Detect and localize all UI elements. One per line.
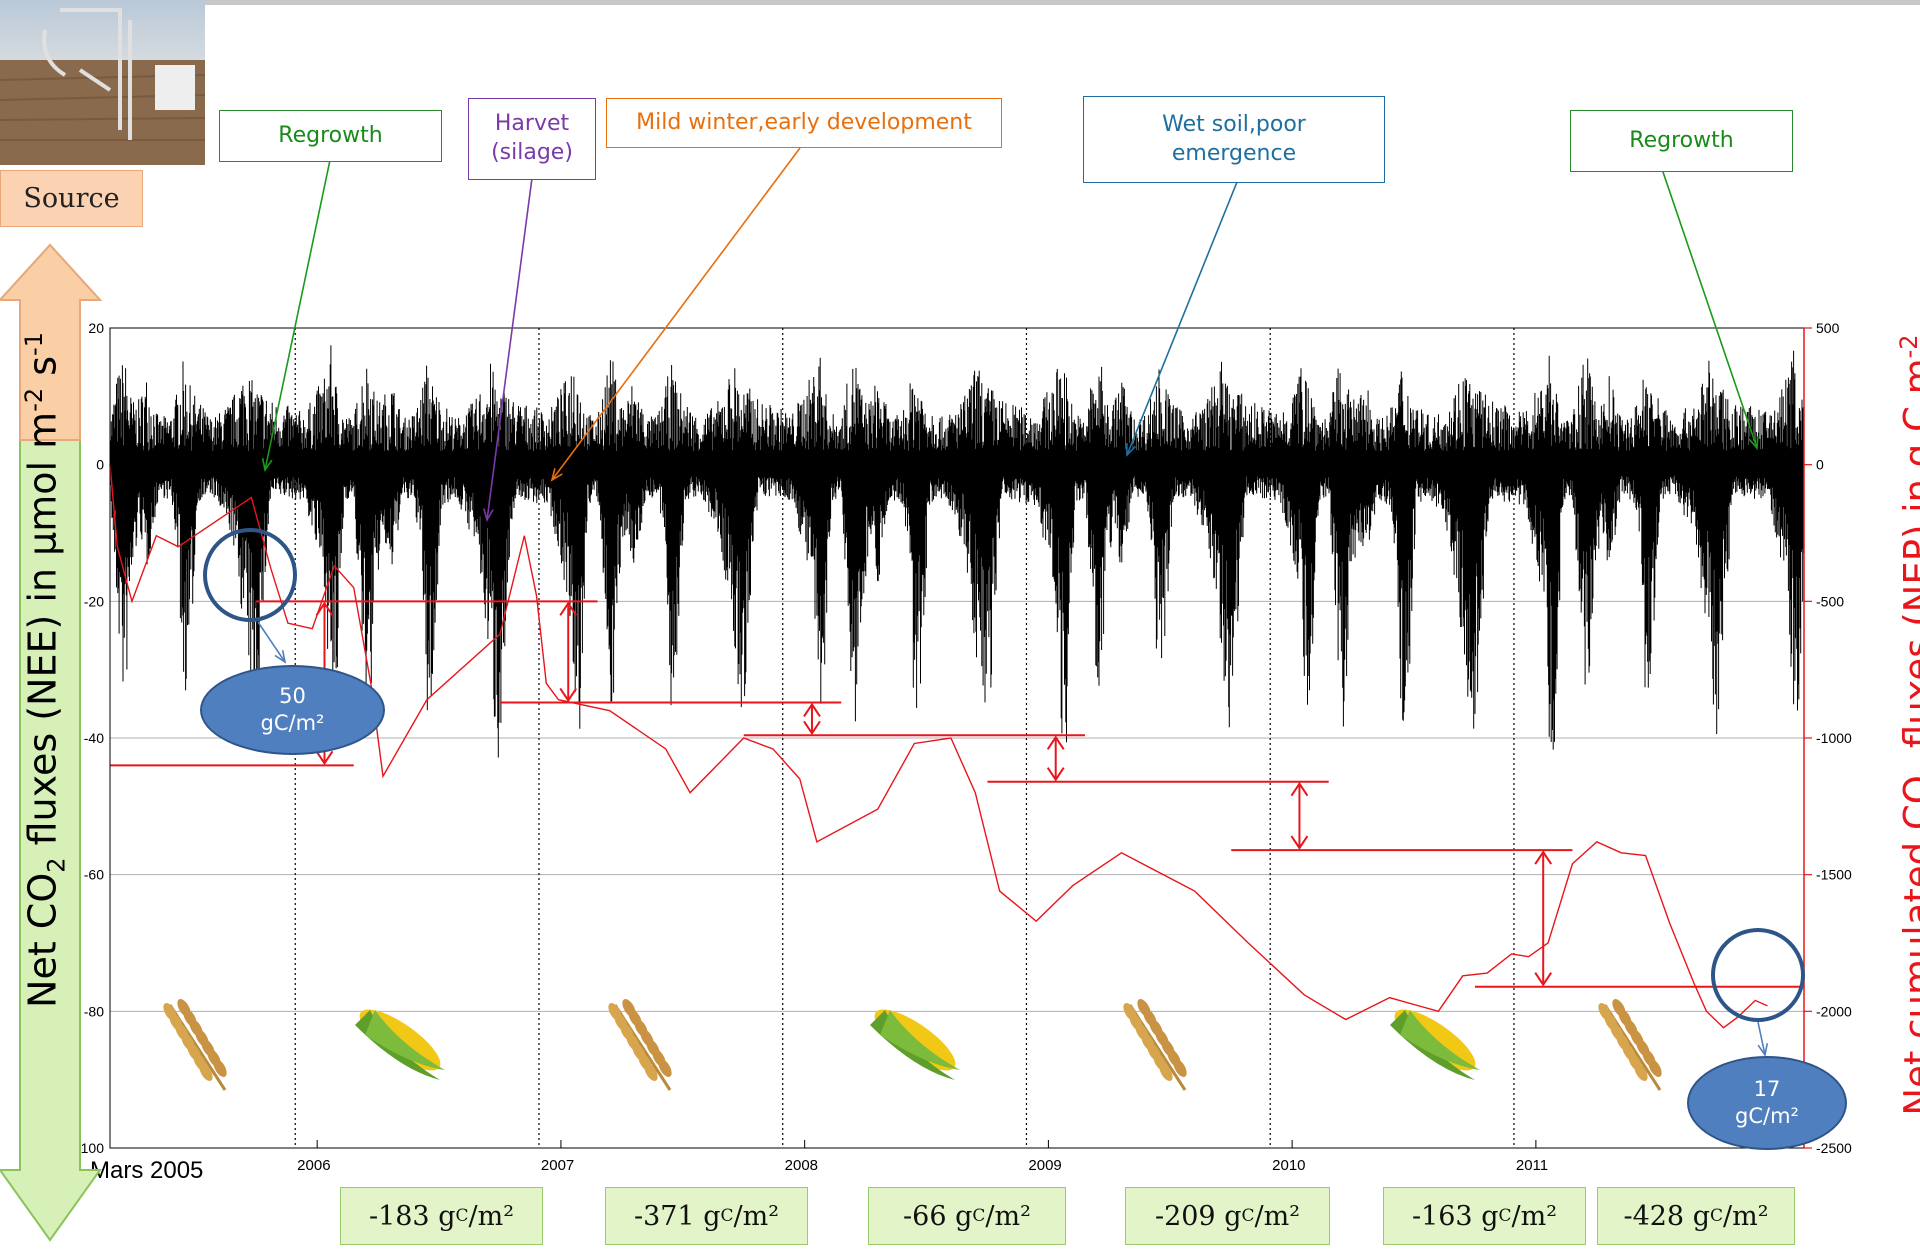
wheat-grain xyxy=(1648,1058,1662,1078)
wheat-grain xyxy=(644,1062,658,1082)
corn-husk xyxy=(365,1010,445,1070)
left-tick-label: -80 xyxy=(84,1003,104,1019)
regrowth-pointer-1-head xyxy=(261,458,273,473)
arrowhead-down xyxy=(1534,972,1553,987)
harvest-pointer xyxy=(486,177,533,521)
x-tick-label: 2006 xyxy=(297,1157,330,1174)
flux-tower-photo xyxy=(0,0,205,165)
year-value-2007: -66 g C/m² xyxy=(868,1187,1066,1245)
corn-icon xyxy=(355,1009,445,1080)
wet-soil-pointer-head xyxy=(1125,442,1137,457)
crop-icons xyxy=(163,998,1662,1091)
wheat-grain xyxy=(1634,1062,1648,1082)
corn-icon xyxy=(870,1009,960,1080)
arrowhead-up xyxy=(1290,781,1309,797)
wheat-grain xyxy=(199,1062,213,1082)
mild-winter-label: Mild winter,early development xyxy=(606,98,1002,148)
x-tick-label: 2007 xyxy=(541,1157,574,1174)
left-tick-label: -20 xyxy=(84,593,104,609)
arrowhead-up xyxy=(315,601,334,616)
harvest-label: Harvet (silage) xyxy=(468,98,596,180)
wet-soil-label: Wet soil,poor emergence xyxy=(1083,96,1385,183)
arrowhead-up xyxy=(1534,850,1553,865)
x-tick-label: 2009 xyxy=(1028,1157,1061,1174)
right-tick-label: 0 xyxy=(1816,457,1824,473)
bubble-pointer-1-head xyxy=(274,650,287,664)
corn-icon xyxy=(1390,1009,1480,1080)
top-bar xyxy=(0,0,1920,5)
nep-cumulative-line xyxy=(109,464,1768,1029)
wheat-grain xyxy=(1159,1062,1173,1082)
left-tick-label: -100 xyxy=(76,1140,104,1156)
left-tick-label: 0 xyxy=(96,457,104,473)
right-tick-label: 500 xyxy=(1816,320,1840,336)
arrowhead-down xyxy=(1290,835,1309,850)
regrowth-pointer-1 xyxy=(264,159,331,471)
axes: 20 0 -20 -40 -60 -80 -100 500 0 -500 -1000 -1500 -20… xyxy=(76,320,1852,1184)
bubble-17: 17 gC/m² xyxy=(1687,1056,1847,1150)
left-tick-label: -60 xyxy=(84,867,104,883)
arrowhead-down xyxy=(315,750,334,766)
x-start-label: Mars 2005 xyxy=(90,1157,203,1184)
right-tick-label: -1000 xyxy=(1816,730,1852,746)
bubble-pointer-2-head xyxy=(1757,1043,1769,1058)
wheat-grain xyxy=(213,1058,227,1078)
arrowhead-up xyxy=(1046,735,1065,750)
arrowhead-down xyxy=(559,687,578,703)
wheat-grain xyxy=(1173,1058,1187,1078)
regrowth-pointer-2-head xyxy=(1748,435,1759,450)
annual-steps xyxy=(110,600,1804,988)
right-tick-label: -500 xyxy=(1816,593,1844,609)
right-tick-label: -1500 xyxy=(1816,867,1852,883)
right-tick-label: -2500 xyxy=(1816,1140,1852,1156)
harvest-pointer-head xyxy=(483,508,494,523)
year-value-2010: -428 g C/m² xyxy=(1597,1187,1795,1245)
bubble-pointer-2 xyxy=(1757,1021,1766,1056)
wheat-icon xyxy=(163,998,227,1091)
highlight-circle-1 xyxy=(203,528,297,622)
wheat-icon xyxy=(1598,998,1662,1091)
x-tick-label: 2010 xyxy=(1272,1157,1305,1174)
corn-husk xyxy=(1400,1010,1480,1070)
regrowth-label-1: Regrowth xyxy=(219,110,442,162)
arrowhead-up xyxy=(803,702,821,718)
wet-soil-pointer xyxy=(1126,181,1238,456)
left-axis-title: Net CO2 fluxes (NEE) in µmol m-2 s-1 xyxy=(20,332,71,1008)
year-value-2005: -183 g C/m² xyxy=(340,1187,543,1245)
year-value-2009: -163 g C/m² xyxy=(1383,1187,1586,1245)
highlight-circle-2 xyxy=(1711,928,1805,1022)
bubble-50: 50 gC/m² xyxy=(200,665,385,755)
left-tick-label: 20 xyxy=(88,320,104,336)
arrowhead-down xyxy=(1046,767,1065,782)
left-tick-label: -40 xyxy=(84,730,104,746)
regrowth-label-2: Regrowth xyxy=(1570,110,1793,172)
source-sink-arrow xyxy=(0,243,103,1242)
right-tick-label: -2000 xyxy=(1816,1003,1852,1019)
source-label: Source xyxy=(0,170,143,227)
wheat-icon xyxy=(608,998,672,1091)
wheat-grain xyxy=(658,1058,672,1078)
year-value-2006: -371 g C/m² xyxy=(605,1187,808,1245)
mild-winter-pointer xyxy=(551,147,801,481)
right-axis-title: Net cumulated CO2 fluxes (NEP) in g C m-… xyxy=(1895,334,1920,1116)
arrowhead-up xyxy=(559,601,578,616)
bubble-pointer-1 xyxy=(257,621,286,663)
x-tick-label: 2008 xyxy=(785,1157,818,1174)
arrowhead-down xyxy=(803,720,821,736)
mild-winter-pointer-head xyxy=(550,468,563,482)
nep-cumulative-series xyxy=(109,464,1768,1029)
year-value-2008: -209 g C/m² xyxy=(1125,1187,1330,1245)
x-tick-label: 2011 xyxy=(1516,1157,1548,1174)
corn-husk xyxy=(880,1010,960,1070)
wheat-icon xyxy=(1123,998,1187,1091)
regrowth-pointer-2 xyxy=(1662,171,1758,449)
